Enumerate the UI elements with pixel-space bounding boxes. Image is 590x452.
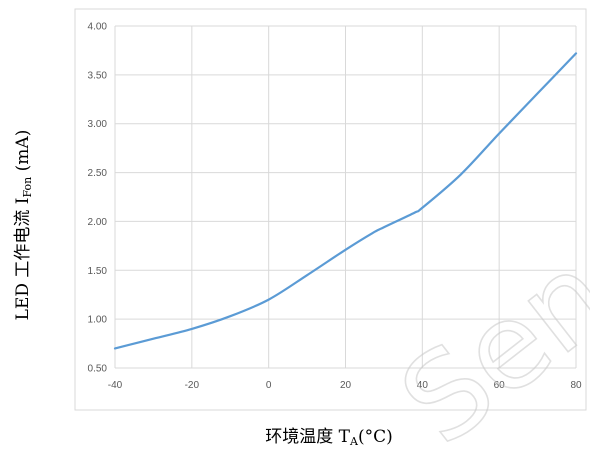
y-tick-label: 2.00: [88, 217, 108, 228]
series-line: [113, 52, 578, 350]
chart-area-frame: [74, 8, 587, 411]
y-tick-label: 4.00: [88, 22, 108, 33]
series-layer: [113, 52, 578, 350]
x-axis-title-unit: (°C): [358, 427, 393, 447]
y-tick-label: 1.00: [88, 315, 108, 326]
y-tick-label: 1.50: [88, 266, 108, 277]
y-tick-label: 3.50: [88, 70, 108, 81]
x-tick-label: 40: [417, 380, 429, 391]
x-tick-label: -20: [185, 380, 200, 391]
x-tick-label: 60: [494, 380, 506, 391]
y-tick-label: 2.50: [88, 168, 108, 179]
y-tick-label: 3.00: [88, 119, 108, 130]
x-tick-label: -40: [108, 380, 123, 391]
x-gridlines: [114, 26, 577, 368]
y-tick-label: 0.50: [88, 364, 108, 375]
x-axis-title-main: 环境温度 T: [265, 427, 350, 447]
y-axis-title: LED 工作电流 IFon (mA): [13, 130, 34, 321]
y-axis-title-main: LED 工作电流 I: [13, 197, 33, 320]
x-tick-labels: -40 -20 0 20 40 60 80: [108, 380, 582, 391]
x-tick-label: 0: [266, 380, 272, 391]
y-axis-title-unit: (mA): [13, 130, 33, 177]
y-axis-title-subscript: Fon: [21, 177, 34, 198]
x-tick-label: 20: [340, 380, 352, 391]
y-tick-labels: 0.50 1.00 1.50 2.00 2.50 3.00 3.50 4.00: [88, 22, 108, 375]
x-tick-label: 80: [570, 380, 582, 391]
x-axis-title-subscript: A: [349, 435, 359, 448]
x-axis-title: 环境温度 TA(°C): [265, 427, 392, 448]
